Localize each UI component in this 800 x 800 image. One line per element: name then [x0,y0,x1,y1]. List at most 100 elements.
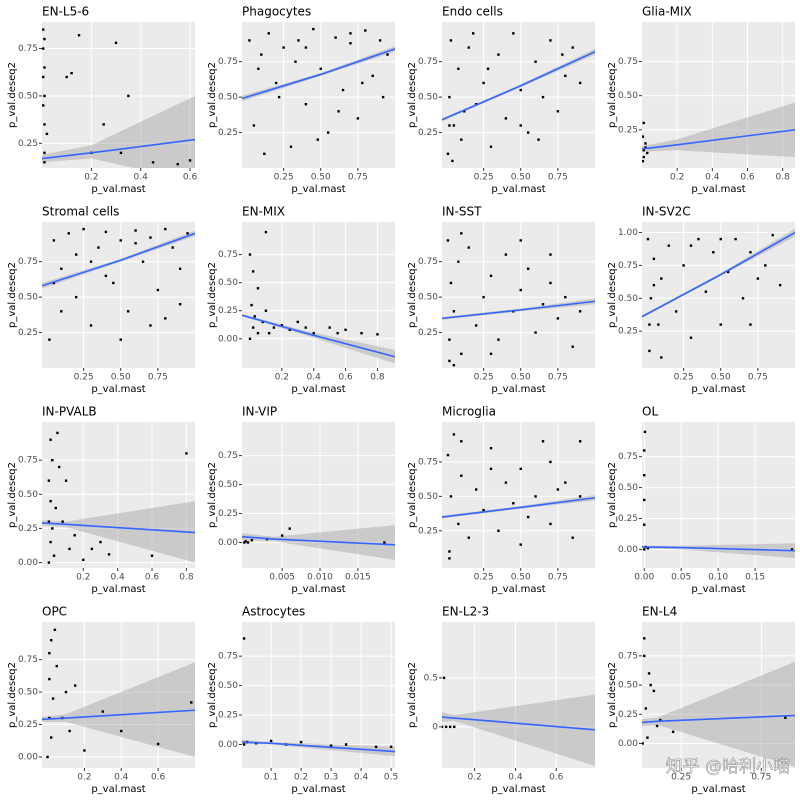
point [549,460,552,464]
x-tick-label: 0.4 [114,773,129,783]
point [446,453,450,457]
confidence-band [42,95,195,168]
y-tick-label: 0.25 [618,514,638,524]
confidence-band [242,525,395,560]
point [112,281,115,285]
point [277,95,281,99]
point [328,326,331,329]
point [374,745,378,749]
point [101,710,105,713]
y-tick-label: 0 [432,722,438,732]
point [457,260,460,263]
x-tick-label: 0.75 [548,573,568,583]
point [43,151,46,155]
point [104,274,108,278]
point [274,81,278,85]
y-tick-label: 0.25 [218,306,238,316]
point [349,42,352,45]
panel-title: Phagocytes [242,5,311,19]
y-tick-label: 0.00 [618,545,638,555]
point [549,281,552,285]
point [242,637,246,640]
plot-background [442,622,595,768]
point [82,558,85,562]
x-tick-label: 0.75 [148,373,168,383]
point [256,287,260,290]
point [104,230,108,234]
panel-title: IN-VIP [242,405,277,419]
point [312,331,315,335]
point [561,53,564,56]
x-tick-label: 0.05 [671,573,691,583]
point [489,274,493,278]
x-axis-label: p_val.mast [291,784,345,795]
y-tick-label: 0.00 [18,558,38,568]
point [50,736,53,739]
point [55,664,58,668]
point [336,331,339,335]
point [642,159,645,163]
point [248,253,252,256]
x-axis-label: p_val.mast [291,584,345,595]
x-tick-label: 0.4 [508,773,523,783]
y-tick-label: 0.75 [418,457,438,467]
point [564,481,567,484]
panel: 0.2 0.4 0.6 0 0.5 EN-L2-3 p_val.mast p_val.dese… [407,605,595,795]
point [156,742,160,746]
point [251,270,255,273]
point [49,540,52,544]
y-axis-label: p_val.deseq2 [607,262,618,328]
panel: 0.25 0.50 0.75 0.25 0.50 0.75 Phagocytes p_val.… [207,5,395,195]
point [171,246,174,249]
y-axis-label: p_val.deseq2 [7,62,18,128]
point [719,237,722,241]
point [64,479,68,482]
x-tick-label: 0.2 [77,773,91,783]
point [657,323,660,326]
point [60,310,63,313]
point [99,540,102,544]
panel-title: IN-PVALB [42,405,97,419]
point [526,131,530,134]
panel: 0.25 0.50 0.75 0.25 0.50 0.75 Endo cells p_val.… [407,5,595,195]
panel-title: EN-L2-3 [442,605,489,619]
panel-title: EN-L5-6 [42,5,89,19]
point [741,297,745,300]
point [282,46,285,49]
fit-line [42,522,195,534]
point [252,124,256,127]
point [389,745,393,749]
x-tick-label: 0.6 [740,173,755,183]
point [178,267,182,270]
point [47,520,51,523]
plot-content [642,637,795,767]
x-tick-label: 0.25 [671,773,691,783]
panel-title: Microglia [442,405,496,419]
x-axis-label: p_val.mast [491,584,545,595]
point [299,740,303,744]
point [444,725,448,729]
x-tick-label: 0.75 [548,173,568,183]
y-tick-label: 0.75 [618,261,638,271]
plot-background [642,22,795,168]
point [260,53,263,56]
point [549,253,552,256]
y-tick-label: 0.25 [618,710,638,720]
x-axis-label: p_val.mast [491,784,545,795]
point [47,479,51,482]
point [646,736,649,739]
x-tick-label: 0.4 [134,173,149,183]
point [264,309,268,312]
point [448,124,451,127]
x-axis-label: p_val.mast [91,384,145,395]
x-tick-label: 0.10 [708,573,728,583]
point [381,95,385,99]
point [83,749,86,752]
point [719,323,722,326]
x-tick-label: 0.50 [711,373,731,383]
point [642,742,644,745]
point [386,53,389,56]
point [280,324,284,327]
fit-line [242,535,395,546]
point [316,138,319,141]
